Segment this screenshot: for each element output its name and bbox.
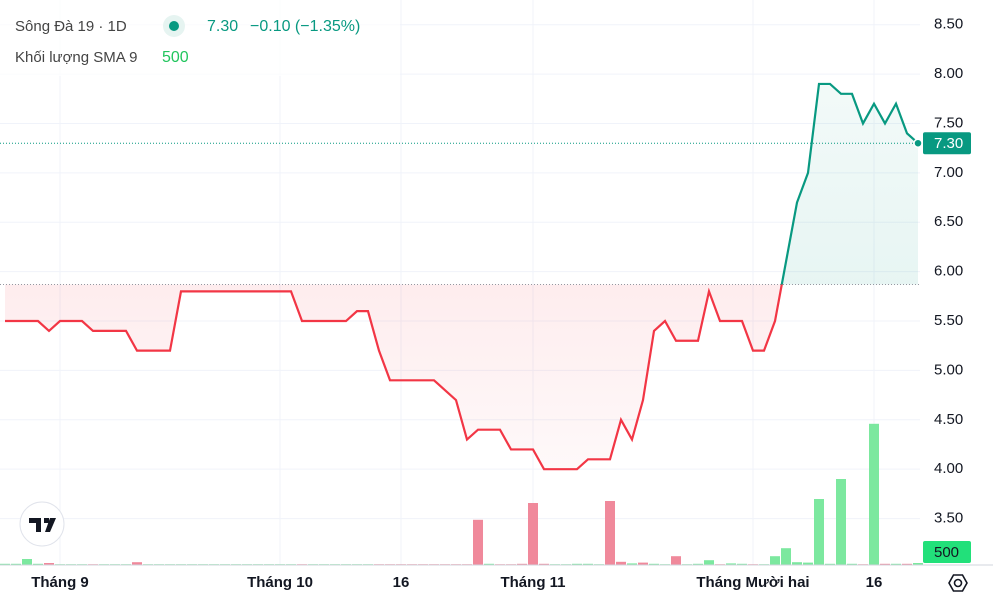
settings-icon[interactable] <box>948 574 968 592</box>
volume-bar <box>825 563 835 565</box>
volume-bar <box>528 503 538 565</box>
y-tick-label: 5.00 <box>934 361 963 378</box>
volume-bar <box>803 562 813 565</box>
volume-bar <box>781 548 791 565</box>
volume-bar <box>913 563 923 565</box>
symbol: Sông Đà 19 · 1D <box>15 18 127 35</box>
volume-bar <box>671 556 681 565</box>
legend-backdrop <box>0 0 400 76</box>
logo[interactable] <box>19 501 65 547</box>
y-tick-label: 5.50 <box>934 312 963 329</box>
volume-bar <box>484 563 494 565</box>
y-tick-label: 7.00 <box>934 164 963 181</box>
volume-bar <box>902 563 912 565</box>
y-tick-label: 3.50 <box>934 510 963 527</box>
y-tick-label: 4.00 <box>934 460 963 477</box>
x-tick-label: 16 <box>393 574 410 591</box>
y-tick-label: 7.50 <box>934 114 963 131</box>
status-dot <box>169 21 179 31</box>
price-badge <box>923 132 971 155</box>
y-tick-label: 4.50 <box>934 411 963 428</box>
volume-badge-label: 500 <box>934 544 959 561</box>
last-point <box>913 138 923 148</box>
x-tick-label: 16 <box>866 574 883 591</box>
volume-bar <box>572 563 582 565</box>
volume-bar <box>627 563 637 565</box>
x-tick-label: Tháng 11 <box>500 574 565 591</box>
x-tick-label: Tháng Mười hai <box>696 574 809 591</box>
volume-bar <box>869 423 879 565</box>
volume-value: 500 <box>162 49 189 66</box>
logo-mark <box>29 518 56 532</box>
volume-bar <box>847 563 857 565</box>
volume-bar <box>473 519 483 565</box>
price-badge-label: 7.30 <box>934 135 963 152</box>
x-tick-label: Tháng 10 <box>247 574 313 591</box>
price: 7.30 <box>207 18 238 35</box>
volume-bar <box>693 563 703 565</box>
price-change: −0.10 (−1.35%) <box>250 18 360 35</box>
volume-bar <box>726 563 736 565</box>
volume-bar <box>814 499 824 565</box>
x-tick-label: Tháng 9 <box>31 574 89 591</box>
y-tick-label: 8.00 <box>934 65 963 82</box>
volume-bar <box>539 563 549 565</box>
volume-bar <box>11 563 21 565</box>
y-tick-label: 6.50 <box>934 213 963 230</box>
volume-bar <box>836 479 846 565</box>
volume-bar <box>638 562 648 565</box>
area-down <box>5 284 918 470</box>
volume-bar <box>132 562 142 565</box>
volume-bar <box>44 563 54 565</box>
price-line-down <box>5 284 783 471</box>
volume-bar <box>0 563 10 565</box>
volume-bar <box>605 501 615 565</box>
volume-label: Khối lượng SMA 9 <box>15 49 137 66</box>
volume-bar <box>880 563 890 565</box>
volume-bar <box>22 559 32 565</box>
volume-bar <box>704 560 714 565</box>
volume-bar <box>33 563 43 565</box>
volume-bar <box>616 561 626 565</box>
volume-bar <box>891 563 901 565</box>
volume-badge <box>923 541 971 563</box>
volume-bar <box>583 563 593 565</box>
volume-bar <box>737 563 747 565</box>
volume-bar <box>517 563 527 565</box>
area-up <box>781 83 918 285</box>
y-tick-label: 6.00 <box>934 263 963 280</box>
volume-bar <box>649 563 659 565</box>
y-tick-label: 8.50 <box>934 16 963 33</box>
volume-bar <box>770 556 780 565</box>
volume-bar <box>792 562 802 565</box>
